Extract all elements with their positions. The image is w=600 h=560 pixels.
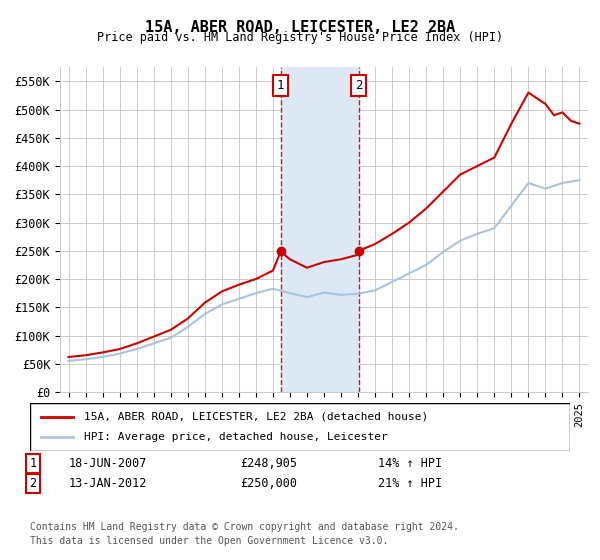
Text: £250,000: £250,000: [240, 477, 297, 490]
Text: 1: 1: [29, 457, 37, 470]
Text: 13-JAN-2012: 13-JAN-2012: [69, 477, 148, 490]
Text: 14% ↑ HPI: 14% ↑ HPI: [378, 457, 442, 470]
Text: 15A, ABER ROAD, LEICESTER, LE2 2BA (detached house): 15A, ABER ROAD, LEICESTER, LE2 2BA (deta…: [84, 412, 428, 422]
Text: 1: 1: [277, 79, 284, 92]
FancyBboxPatch shape: [30, 403, 570, 451]
Text: HPI: Average price, detached house, Leicester: HPI: Average price, detached house, Leic…: [84, 432, 388, 442]
Text: 2: 2: [29, 477, 37, 490]
Text: Contains HM Land Registry data © Crown copyright and database right 2024.: Contains HM Land Registry data © Crown c…: [30, 522, 459, 532]
Text: 15A, ABER ROAD, LEICESTER, LE2 2BA: 15A, ABER ROAD, LEICESTER, LE2 2BA: [145, 20, 455, 35]
Text: Price paid vs. HM Land Registry's House Price Index (HPI): Price paid vs. HM Land Registry's House …: [97, 31, 503, 44]
Text: 21% ↑ HPI: 21% ↑ HPI: [378, 477, 442, 490]
Bar: [281, 67, 359, 392]
Text: 2: 2: [355, 79, 362, 92]
Text: 18-JUN-2007: 18-JUN-2007: [69, 457, 148, 470]
Text: £248,905: £248,905: [240, 457, 297, 470]
Text: This data is licensed under the Open Government Licence v3.0.: This data is licensed under the Open Gov…: [30, 536, 388, 547]
